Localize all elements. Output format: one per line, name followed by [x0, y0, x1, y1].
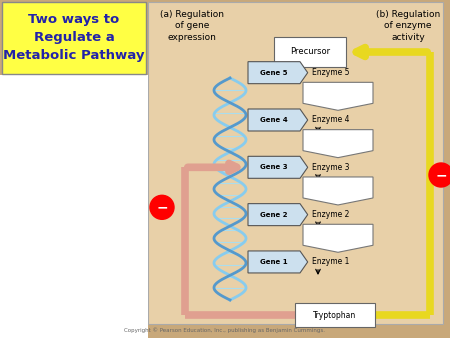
Polygon shape: [248, 109, 308, 131]
Text: (b) Regulation
of enzyme
activity: (b) Regulation of enzyme activity: [376, 10, 440, 42]
Circle shape: [150, 195, 174, 219]
Text: Enzyme 4: Enzyme 4: [312, 116, 351, 124]
FancyBboxPatch shape: [2, 2, 146, 74]
Polygon shape: [303, 177, 373, 205]
Text: Gene 2: Gene 2: [260, 212, 288, 218]
Polygon shape: [303, 224, 373, 252]
Text: Gene 3: Gene 3: [260, 164, 288, 170]
Text: Two ways to
Regulate a
Metabolic Pathway: Two ways to Regulate a Metabolic Pathway: [3, 14, 145, 63]
FancyBboxPatch shape: [295, 303, 375, 327]
Text: Enzyme 3: Enzyme 3: [312, 163, 351, 172]
Polygon shape: [248, 203, 308, 226]
Text: Copyright © Pearson Education, Inc., publishing as Benjamin Cummings.: Copyright © Pearson Education, Inc., pub…: [125, 328, 325, 333]
Text: Enzyme 1: Enzyme 1: [312, 258, 351, 266]
Text: Enzyme 5: Enzyme 5: [312, 68, 351, 77]
Text: −: −: [156, 200, 168, 214]
Text: Gene 1: Gene 1: [260, 259, 288, 265]
Polygon shape: [248, 62, 308, 84]
Text: Tryptophan: Tryptophan: [313, 311, 356, 319]
Polygon shape: [303, 130, 373, 158]
Polygon shape: [303, 82, 373, 110]
Circle shape: [429, 163, 450, 187]
Text: (a) Regulation
of gene
expression: (a) Regulation of gene expression: [160, 10, 224, 42]
FancyBboxPatch shape: [274, 37, 346, 67]
Text: Enzyme 2: Enzyme 2: [312, 210, 351, 219]
FancyBboxPatch shape: [0, 75, 148, 338]
Polygon shape: [248, 156, 308, 178]
Text: Gene 5: Gene 5: [260, 70, 288, 76]
Text: −: −: [435, 168, 447, 182]
Text: Precursor: Precursor: [290, 48, 330, 56]
Polygon shape: [248, 251, 308, 273]
Text: Gene 4: Gene 4: [260, 117, 288, 123]
FancyBboxPatch shape: [148, 2, 443, 324]
